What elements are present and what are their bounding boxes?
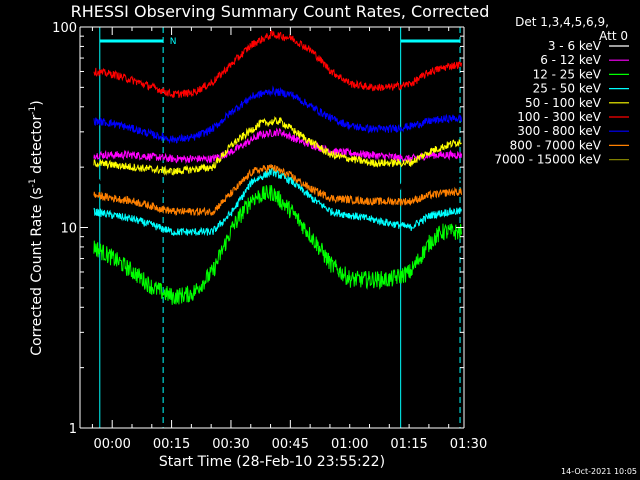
legend-header-line1: Det 1,3,4,5,6,9, <box>515 15 609 29</box>
series-line <box>93 164 462 217</box>
y-tick-label: 100 <box>52 21 77 36</box>
x-tick-label: 00:45 <box>272 437 309 452</box>
legend-entry-label: 50 - 100 keV <box>525 96 602 110</box>
legend-entry-label: 7000 - 15000 keV <box>494 153 601 167</box>
series-line <box>93 185 462 305</box>
y-tick-label: 1 <box>69 422 77 437</box>
y-tick-label: 10 <box>60 222 77 237</box>
footer-timestamp: 14-Oct-2021 10:05 <box>561 467 637 476</box>
night-bar-label: N <box>170 37 177 47</box>
series-line <box>93 115 462 176</box>
x-tick-label: 01:15 <box>390 437 427 452</box>
series-line <box>93 29 462 98</box>
x-tick-label: 00:00 <box>93 437 130 452</box>
x-tick-label: 00:30 <box>212 437 249 452</box>
legend-entry-label: 6 - 12 keV <box>540 53 602 67</box>
legend-header-line2: Att 0 <box>599 29 628 43</box>
legend-entry-label: 25 - 50 keV <box>533 82 602 96</box>
series-line <box>93 85 462 145</box>
x-tick-label: 01:00 <box>331 437 368 452</box>
chart-title: RHESSI Observing Summary Count Rates, Co… <box>71 2 490 21</box>
series-line <box>93 167 462 237</box>
legend-entry-label: 300 - 800 keV <box>517 124 601 138</box>
legend-entry-label: 800 - 7000 keV <box>510 138 602 152</box>
x-axis-label: Start Time (28-Feb-10 23:55:22) <box>159 454 385 470</box>
legend-entry-label: 12 - 25 keV <box>533 67 602 81</box>
series-line <box>93 127 462 165</box>
y-axis-label: Corrected Count Rate (s-1 detector-1) <box>28 100 45 355</box>
x-tick-label: 00:15 <box>153 437 190 452</box>
legend-entry-label: 100 - 300 keV <box>517 110 601 124</box>
plot-area: N 1 10 100 00:00 00:15 00:30 00:45 01:00 01:15 01:… <box>52 21 487 452</box>
legend-entry-label: 3 - 6 keV <box>548 39 602 53</box>
series-line <box>93 150 462 198</box>
x-tick-label: 01:30 <box>450 437 487 452</box>
